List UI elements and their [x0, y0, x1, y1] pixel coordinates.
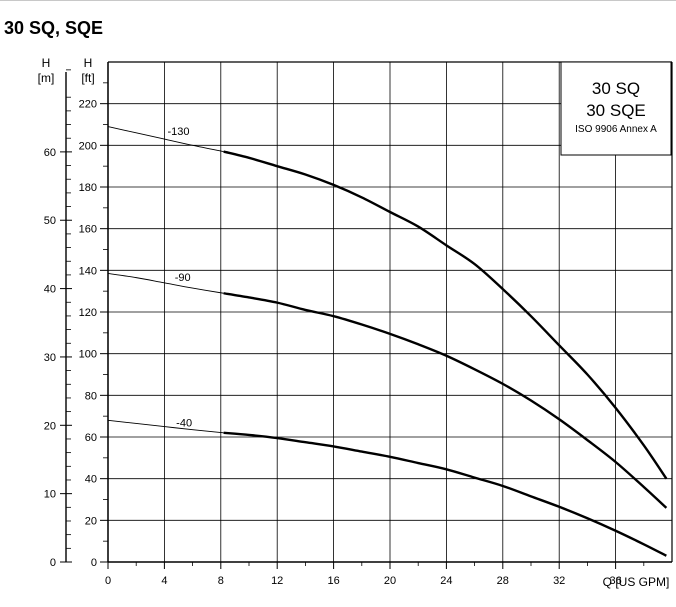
legend-model-2: 30 SQE	[586, 101, 646, 120]
x-axis-label: Q [US GPM]	[603, 575, 670, 589]
y-m-tick-label: 30	[44, 352, 56, 364]
x-tick-label: 0	[105, 575, 111, 587]
y-m-tick-label: 20	[44, 420, 56, 432]
x-tick-label: 24	[440, 575, 452, 587]
y-m-tick-label: 0	[50, 557, 56, 569]
y-ft-tick-label: 100	[79, 349, 97, 361]
y-ft-tick-label: 40	[85, 474, 97, 486]
y-axis-m-unit: [m]	[38, 71, 55, 85]
y-ft-tick-label: 80	[85, 390, 97, 402]
series-label: -130	[167, 126, 189, 138]
y-ft-tick-label: 160	[79, 224, 97, 236]
series-label: -40	[176, 418, 192, 430]
chart-labels: -130 -90 -40	[167, 126, 192, 430]
x-tick-label: 28	[497, 575, 509, 587]
x-tick-label: 16	[327, 575, 339, 587]
legend-frame	[560, 61, 672, 156]
x-tick-label: 4	[161, 575, 167, 587]
y-m-tick-label: 10	[44, 489, 56, 501]
series-curve-extrapolated	[107, 419, 224, 434]
y-ft-tick-label: 220	[79, 99, 97, 111]
series-label: -90	[175, 272, 191, 284]
y-ft-tick-label: 180	[79, 182, 97, 194]
x-tick-label: 36	[609, 575, 621, 587]
x-tick-label: 20	[384, 575, 396, 587]
x-tick-label: 8	[218, 575, 224, 587]
y-ft-tick-label: 140	[79, 265, 97, 277]
series-curve-extrapolated	[107, 273, 224, 294]
legend-model-1: 30 SQ	[592, 79, 640, 98]
page-title: 30 SQ, SQE	[4, 18, 104, 38]
top-divider	[0, 0, 676, 1]
y-ft-tick-label: 20	[85, 515, 97, 527]
y-m-tick-label: 40	[44, 284, 56, 296]
y-m-tick-label: 60	[44, 147, 56, 159]
y-ft-tick-label: 120	[79, 307, 97, 319]
series-curve	[223, 292, 668, 509]
chart-ticks: 0204060801001201401601802002200102030405…	[44, 69, 645, 587]
y-ft-tick-label: 60	[85, 432, 97, 444]
y-ft-tick-label: 0	[91, 557, 97, 569]
series-curve	[223, 150, 668, 480]
x-tick-label: 32	[553, 575, 565, 587]
x-tick-label: 12	[271, 575, 283, 587]
legend-box: 30 SQ 30 SQE ISO 9906 Annex A	[560, 61, 672, 156]
y-ft-tick-label: 200	[79, 140, 97, 152]
y-m-tick-label: 50	[44, 215, 56, 227]
series-curve	[223, 431, 667, 557]
series-curve-extrapolated	[107, 126, 224, 153]
chart-curves	[107, 126, 668, 557]
y-axis-m-h: H	[42, 56, 51, 70]
y-axis-ft-unit: [ft]	[81, 71, 94, 85]
legend-standard: ISO 9906 Annex A	[575, 124, 657, 135]
y-axis-ft-h: H	[84, 56, 93, 70]
